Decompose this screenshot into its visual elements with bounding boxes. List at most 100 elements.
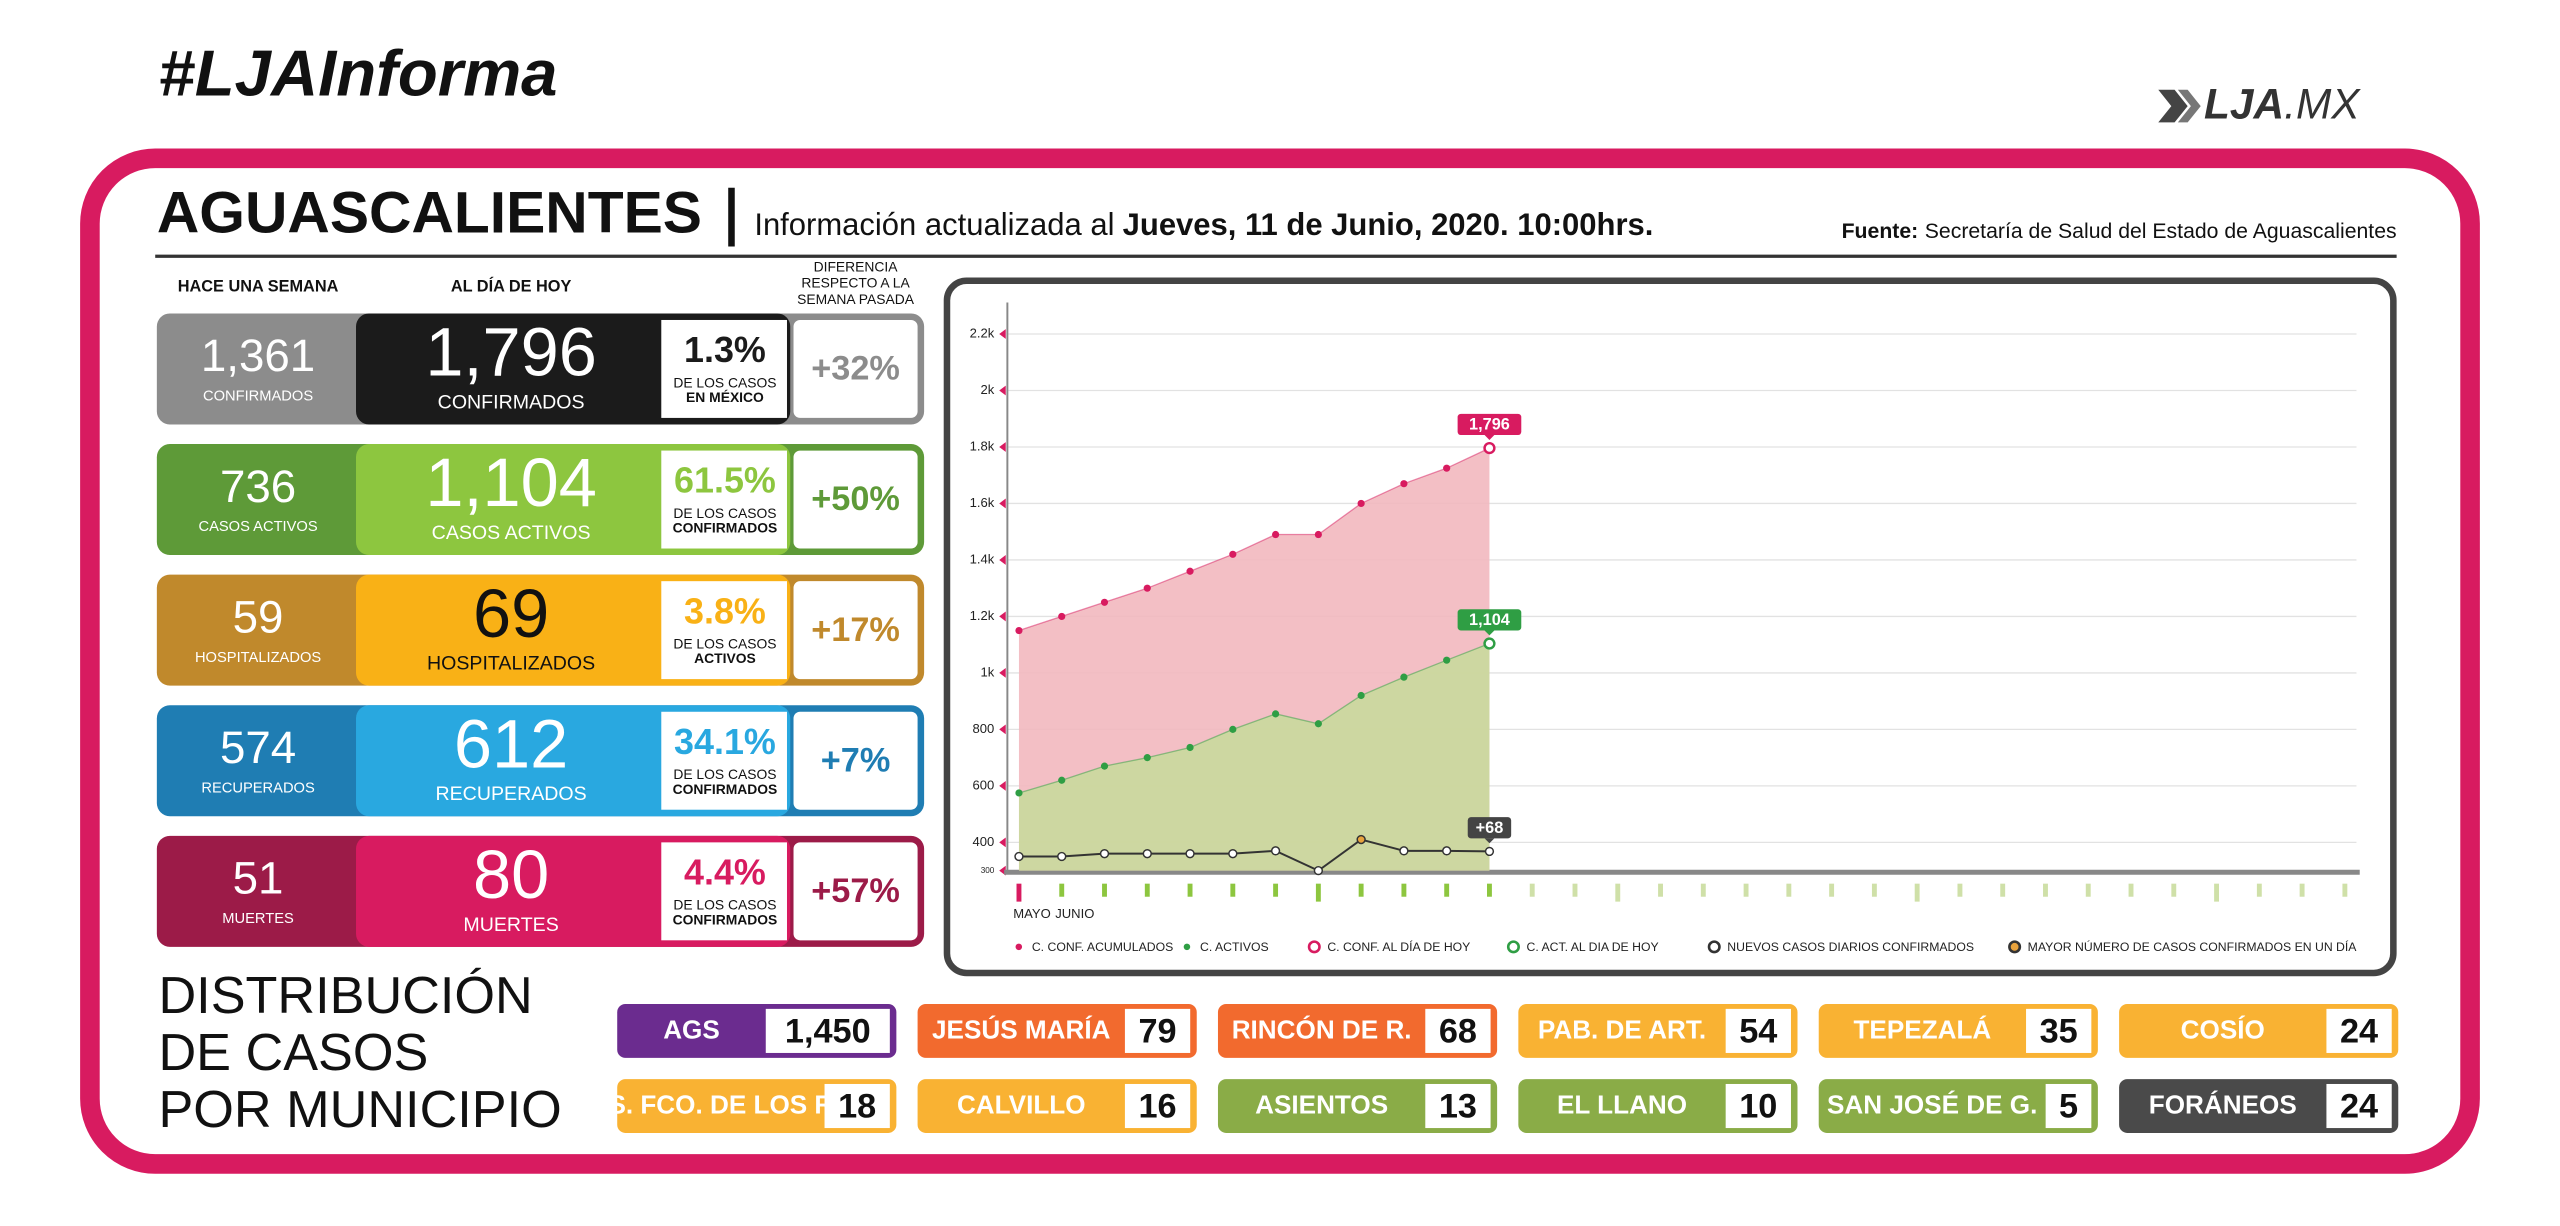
diff-value: +32% — [811, 350, 900, 388]
municipality-value-box — [765, 1008, 890, 1053]
point — [1270, 846, 1281, 856]
x-tick-mark — [1658, 883, 1663, 897]
y-tick-mark — [999, 780, 1006, 791]
y-tick-label: 2k — [981, 382, 995, 397]
week-value: 736 — [220, 461, 296, 512]
pct-value: 61.5% — [674, 460, 776, 501]
point — [1143, 754, 1151, 762]
x-tick-mark — [1059, 883, 1065, 897]
point — [1057, 851, 1067, 862]
column-header: AL DÍA DE HOY — [451, 277, 572, 296]
municipality-value: 24 — [2340, 1088, 2378, 1126]
week-value: 574 — [220, 722, 296, 773]
source-text: Secretaría de Salud del Estado de Aguasc… — [1925, 219, 2397, 242]
today-label: CONFIRMADOS — [438, 391, 585, 413]
x-tick-mark — [1102, 883, 1107, 897]
logo-chevron — [2177, 89, 2201, 123]
point — [1015, 626, 1023, 635]
municipality-name: FORÁNEOS — [2149, 1090, 2297, 1120]
municipality-value-box — [2026, 1008, 2092, 1053]
diff-value: +7% — [821, 741, 891, 779]
municipality-name: S. FCO. DE LOS R — [608, 1090, 833, 1120]
municipality-name: CALVILLO — [957, 1090, 1086, 1120]
x-tick-mark — [2000, 883, 2006, 897]
municipality-value-box — [1725, 1008, 1791, 1053]
municipality-value-box — [1725, 1083, 1791, 1129]
max-point — [1356, 834, 1366, 845]
municipality-name: SAN JOSÉ DE G. — [1827, 1090, 2037, 1120]
pct-label: CONFIRMADOS — [673, 911, 778, 927]
point — [1357, 691, 1365, 700]
diff-value: +17% — [811, 611, 900, 649]
municipality-value-box — [2326, 1008, 2392, 1053]
x-tick-mark — [2256, 883, 2262, 897]
pct-label: DE LOS CASOS — [673, 374, 776, 390]
x-tick-mark — [1230, 883, 1236, 897]
point — [1228, 849, 1238, 859]
column-header: HACE UNA SEMANA — [178, 278, 339, 296]
updated-date: Jueves, 11 de Junio, 2020. 10:00hrs. — [1123, 207, 1654, 242]
municipality-value-box — [824, 1083, 890, 1129]
x-tick-mark — [2128, 883, 2134, 897]
point — [1357, 499, 1365, 508]
diff-value: +50% — [811, 480, 900, 518]
municipality-name: RINCÓN DE R. — [1232, 1015, 1412, 1045]
point — [1142, 849, 1152, 859]
point — [1400, 480, 1408, 488]
x-tick-mark — [1572, 883, 1578, 897]
point — [1015, 789, 1023, 797]
x-tick-mark — [1743, 883, 1749, 897]
y-tick-mark — [999, 555, 1006, 565]
today-value: 1,104 — [425, 444, 597, 521]
municipality-name: ASIENTOS — [1255, 1090, 1388, 1120]
point — [1443, 656, 1451, 664]
legend-label: C. CONF. AL DÍA DE HOY — [1327, 939, 1470, 954]
x-tick-mark — [1957, 883, 1963, 897]
municipality-value-box — [2326, 1083, 2392, 1129]
divider — [728, 187, 735, 247]
point — [1014, 851, 1024, 862]
value-label-pointer — [1484, 630, 1495, 636]
legend-marker — [1707, 940, 1721, 954]
line — [1018, 838, 1490, 872]
municipality-value: 18 — [838, 1088, 876, 1126]
source-label: Fuente: — [1842, 219, 1919, 242]
distribution-title: POR MUNICIPIO — [158, 1081, 561, 1139]
today-value: 69 — [473, 575, 549, 652]
municipality-name: AGS — [663, 1015, 720, 1045]
distribution-title: DISTRIBUCIÓN — [158, 967, 532, 1025]
week-label: CONFIRMADOS — [203, 389, 313, 405]
value-label-pointer — [1484, 435, 1495, 440]
week-label: HOSPITALIZADOS — [195, 650, 321, 666]
point — [1186, 567, 1194, 575]
municipality-value: 79 — [1139, 1012, 1177, 1050]
x-tick-mark — [2085, 883, 2091, 897]
y-tick-label: 1.4k — [970, 551, 995, 566]
week-value: 1,361 — [201, 330, 315, 381]
diff-value: +57% — [811, 872, 900, 910]
logo-light: .MX — [2284, 81, 2361, 128]
value-label: +68 — [1476, 819, 1504, 837]
point-today — [1483, 637, 1496, 650]
week-label: CASOS ACTIVOS — [198, 519, 317, 535]
today-label: CASOS ACTIVOS — [432, 522, 591, 544]
card-diff-box — [793, 319, 918, 418]
y-tick-label: 1.8k — [970, 438, 995, 453]
x-tick-mark — [1871, 883, 1877, 897]
y-tick-mark — [999, 611, 1006, 622]
area — [1018, 643, 1490, 871]
pct-label: DE LOS CASOS — [673, 766, 776, 782]
legend-label: C. ACT. AL DIA DE HOY — [1527, 940, 1659, 954]
pct-value: 4.4% — [684, 851, 766, 892]
updated-prefix: Información actualizada al — [754, 207, 1114, 242]
logo-bold: LJA — [2204, 81, 2284, 128]
municipality-value-box — [1425, 1083, 1491, 1129]
legend-marker — [2008, 940, 2022, 954]
pct-label: DE LOS CASOS — [673, 635, 776, 651]
x-tick-mark — [1914, 883, 1920, 902]
card-pct-box — [661, 319, 787, 418]
legend-label: NUEVOS CASOS DIARIOS CONFIRMADOS — [1727, 940, 1974, 954]
x-tick-label: JUNIO — [1055, 906, 1094, 921]
updated: Información actualizada al Jueves, 11 de … — [754, 207, 1653, 242]
point — [1100, 762, 1109, 770]
